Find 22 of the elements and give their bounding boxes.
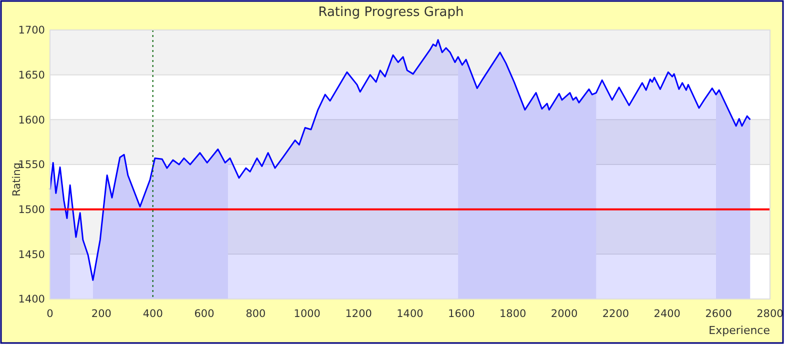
x-tick-label: 400	[142, 308, 163, 320]
chart-title: Rating Progress Graph	[318, 5, 464, 20]
x-axis-title: Experience	[708, 324, 770, 337]
y-tick-label: 1650	[18, 70, 45, 82]
y-tick-label: 1450	[18, 248, 45, 261]
x-tick-label: 1200	[345, 308, 372, 320]
x-tick-label: 600	[194, 308, 214, 320]
y-tick-label: 1700	[18, 24, 45, 37]
x-tick-label: 2200	[602, 308, 630, 320]
x-tick-label: 1400	[396, 308, 424, 320]
x-tick-label: 1600	[448, 308, 475, 320]
y-tick-label: 1600	[18, 114, 45, 126]
y-tick-label: 1500	[18, 204, 45, 216]
x-tick-label: 800	[246, 308, 266, 320]
x-tick-label: 2000	[550, 308, 578, 320]
x-tick-label: 1000	[294, 308, 321, 320]
x-tick-label: 2600	[705, 308, 732, 320]
x-tick-label: 1800	[499, 308, 526, 320]
y-tick-label: 1400	[18, 294, 45, 306]
x-tick-label: 2400	[654, 308, 681, 320]
x-tick-label: 0	[46, 308, 54, 320]
x-tick-label: 200	[91, 308, 112, 320]
